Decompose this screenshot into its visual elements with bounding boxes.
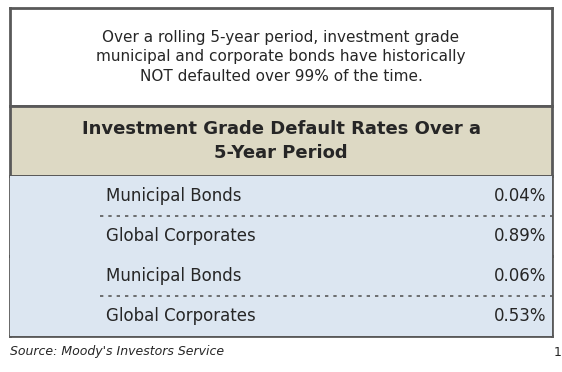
Text: 0.89%: 0.89%	[493, 227, 546, 245]
Text: Municipal Bonds: Municipal Bonds	[106, 187, 242, 205]
Text: 1: 1	[554, 346, 562, 359]
Text: Municipal Bonds: Municipal Bonds	[106, 267, 242, 285]
Text: 0.04%: 0.04%	[493, 187, 546, 205]
Text: Investment Grade Default Rates Over a
5-Year Period: Investment Grade Default Rates Over a 5-…	[81, 120, 481, 162]
Text: 0.06%: 0.06%	[493, 267, 546, 285]
Text: Over a rolling 5-year period, investment grade
municipal and corporate bonds hav: Over a rolling 5-year period, investment…	[96, 30, 466, 84]
Text: 2009 to
2018: 2009 to 2018	[23, 275, 87, 317]
Text: 0.53%: 0.53%	[493, 307, 546, 325]
Text: Source: Moody's Investors Service: Source: Moody's Investors Service	[10, 346, 224, 359]
Text: Global Corporates: Global Corporates	[106, 307, 256, 325]
Text: 1970 to
2018: 1970 to 2018	[23, 195, 87, 237]
Text: Global Corporates: Global Corporates	[106, 227, 256, 245]
